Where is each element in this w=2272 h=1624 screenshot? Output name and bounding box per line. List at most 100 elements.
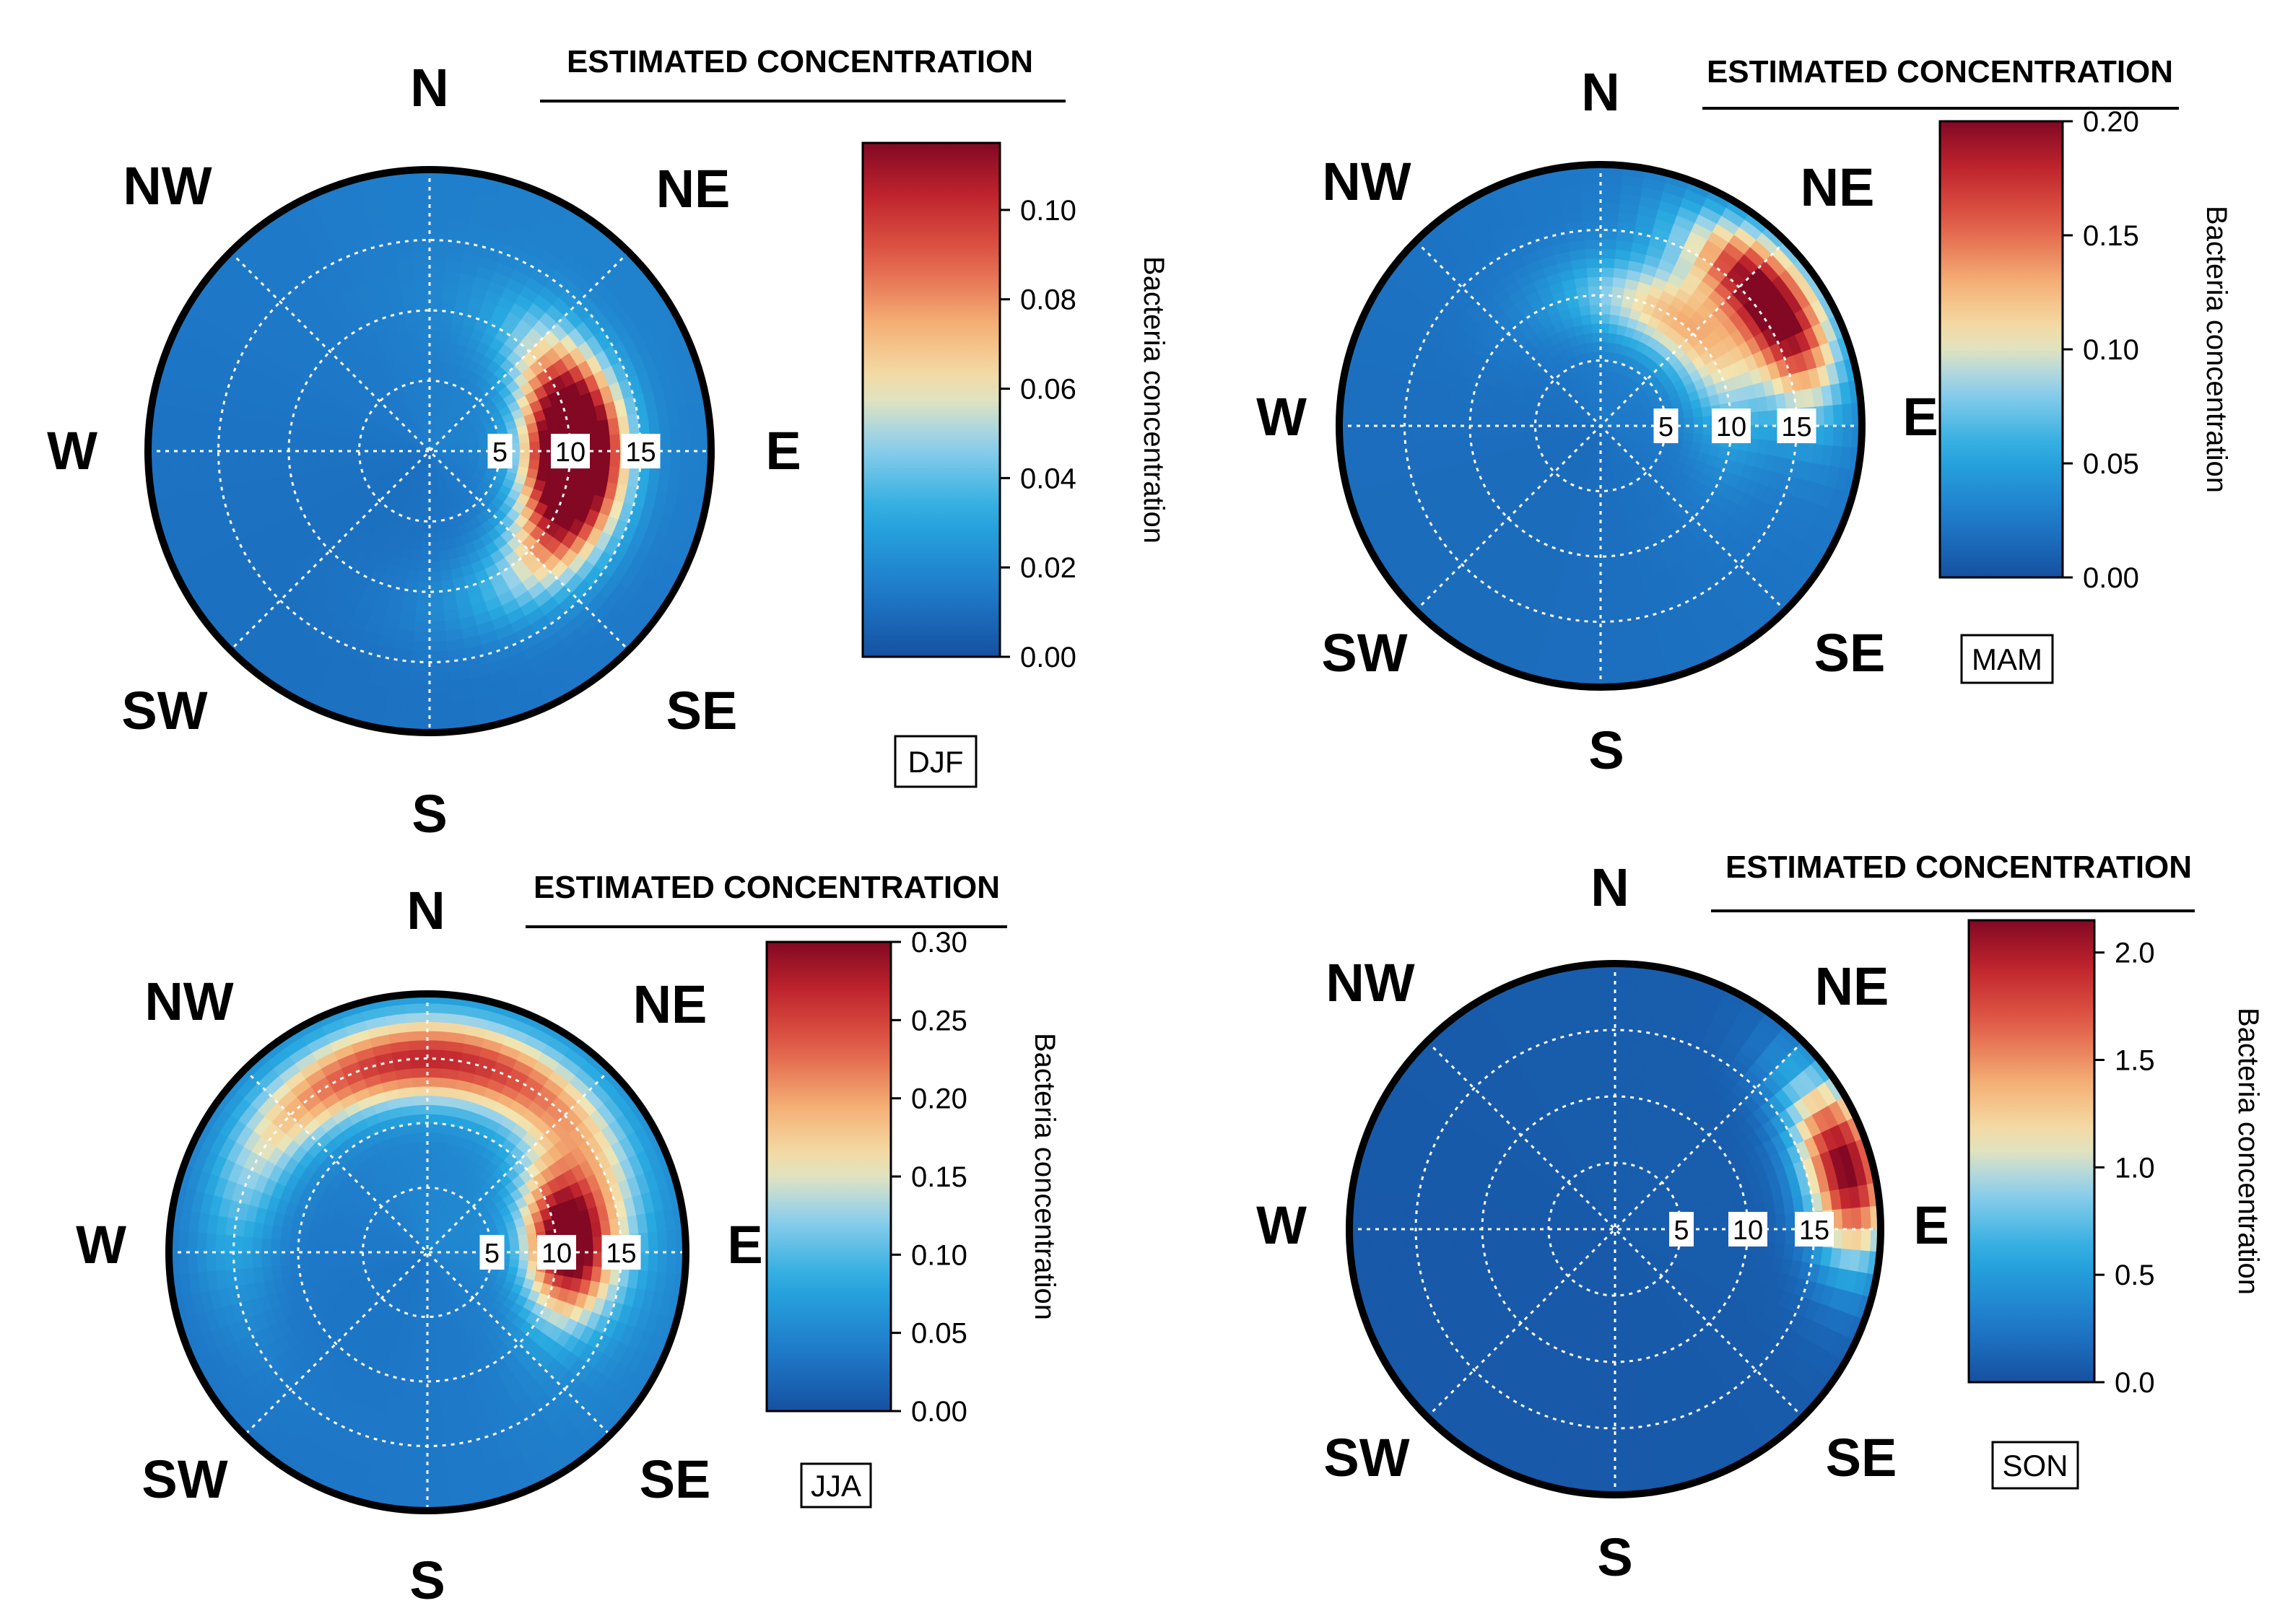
heat-cell bbox=[429, 611, 445, 623]
heat-cell bbox=[1600, 173, 1623, 185]
heat-cell bbox=[1580, 192, 1601, 204]
heat-cell bbox=[419, 1169, 428, 1179]
compass-label-sw: SW bbox=[121, 681, 207, 741]
heat-cell bbox=[248, 450, 260, 468]
heat-cell bbox=[217, 450, 230, 471]
heat-cell bbox=[427, 1335, 436, 1345]
heat-cell bbox=[1580, 201, 1601, 213]
heat-cell bbox=[353, 1257, 365, 1266]
heat-cell bbox=[419, 551, 430, 562]
heat-cell bbox=[419, 1159, 428, 1170]
heat-cell bbox=[427, 1150, 437, 1161]
heat-cell bbox=[429, 300, 443, 312]
heat-cell bbox=[1582, 620, 1601, 632]
heat-cell bbox=[437, 539, 448, 552]
heat-cell bbox=[429, 269, 446, 281]
heat-cell bbox=[1749, 425, 1760, 440]
heat-cell bbox=[417, 1141, 428, 1152]
heat-cell bbox=[1590, 313, 1601, 324]
heat-cell bbox=[308, 440, 320, 452]
compass-label-nw: NW bbox=[123, 156, 212, 216]
heat-cell bbox=[429, 561, 441, 572]
heat-cell bbox=[418, 330, 430, 341]
season-label: DJF bbox=[908, 745, 964, 779]
heat-cell bbox=[1413, 409, 1424, 427]
heat-cell bbox=[405, 711, 430, 723]
heat-cell bbox=[412, 1169, 422, 1180]
heat-cell bbox=[1683, 409, 1694, 419]
heat-cell bbox=[1587, 276, 1601, 287]
heat-cell bbox=[1357, 425, 1369, 448]
heat-cell bbox=[325, 1243, 336, 1253]
heat-cell bbox=[429, 199, 452, 211]
heat-cell bbox=[1590, 528, 1601, 538]
heat-cell bbox=[1432, 425, 1443, 441]
heat-cell bbox=[188, 429, 200, 452]
heat-cell bbox=[1600, 276, 1614, 287]
heat-cell bbox=[1357, 404, 1369, 427]
heat-cell bbox=[1497, 416, 1508, 427]
heat-cell bbox=[417, 320, 430, 332]
heat-cell bbox=[1606, 499, 1616, 510]
compass-label-e: E bbox=[1902, 387, 1938, 447]
heat-cell bbox=[419, 1335, 428, 1345]
heat-cell bbox=[1600, 183, 1622, 194]
heat-cell bbox=[427, 1325, 435, 1336]
heat-cell bbox=[1701, 406, 1713, 418]
heat-cell bbox=[339, 458, 351, 468]
heat-cell bbox=[288, 438, 300, 452]
heat-cell bbox=[1593, 499, 1601, 510]
heat-cell bbox=[408, 681, 430, 693]
heat-cell bbox=[1600, 192, 1622, 204]
heat-cell bbox=[609, 434, 622, 452]
heat-cell bbox=[429, 279, 445, 292]
heat-cell bbox=[407, 199, 430, 211]
heat-cell bbox=[328, 458, 341, 469]
heat-cell bbox=[410, 239, 430, 252]
heat-cell bbox=[589, 435, 601, 452]
heat-cell bbox=[318, 459, 331, 471]
heat-cell bbox=[427, 1169, 435, 1179]
heat-cell bbox=[1587, 564, 1601, 576]
heat-cell bbox=[1823, 405, 1834, 427]
heat-cell bbox=[208, 431, 220, 452]
heat-cell bbox=[289, 426, 302, 440]
heat-cell bbox=[318, 450, 330, 461]
heat-cell bbox=[1693, 416, 1704, 427]
heat-cell bbox=[408, 330, 421, 343]
heat-cell bbox=[429, 310, 443, 322]
heat-cell bbox=[1507, 417, 1518, 427]
heat-cell bbox=[434, 1333, 444, 1345]
heat-cell bbox=[429, 691, 452, 703]
heat-cell bbox=[679, 427, 692, 452]
heat-cell bbox=[1609, 526, 1621, 538]
heat-cell bbox=[438, 549, 450, 562]
heat-cell bbox=[1348, 403, 1359, 427]
heat-cell bbox=[1582, 323, 1593, 335]
heat-cell bbox=[1507, 432, 1518, 443]
heat-cell bbox=[599, 450, 611, 468]
heat-cell bbox=[429, 601, 444, 613]
heat-cell bbox=[417, 570, 430, 582]
heat-cell bbox=[429, 320, 442, 332]
heat-cell bbox=[1589, 304, 1601, 315]
radial-tick-label: 10 bbox=[1716, 412, 1746, 442]
heat-cell bbox=[1588, 546, 1601, 557]
heat-cell bbox=[406, 569, 419, 582]
heat-cell bbox=[299, 427, 311, 441]
heat-cell bbox=[227, 450, 240, 469]
heat-cell bbox=[418, 1343, 428, 1355]
heat-cell bbox=[429, 671, 451, 683]
colorbar bbox=[1938, 120, 2064, 579]
heat-cell bbox=[409, 219, 430, 232]
heat-cell bbox=[1587, 351, 1596, 362]
heat-cell bbox=[412, 631, 430, 643]
heat-cell bbox=[248, 435, 260, 452]
heat-cell bbox=[529, 441, 541, 452]
heat-cell bbox=[405, 179, 430, 191]
heat-cell bbox=[435, 520, 444, 532]
heat-cell bbox=[435, 1343, 446, 1354]
heat-cell bbox=[1580, 639, 1601, 650]
compass-label-w: W bbox=[47, 421, 97, 481]
